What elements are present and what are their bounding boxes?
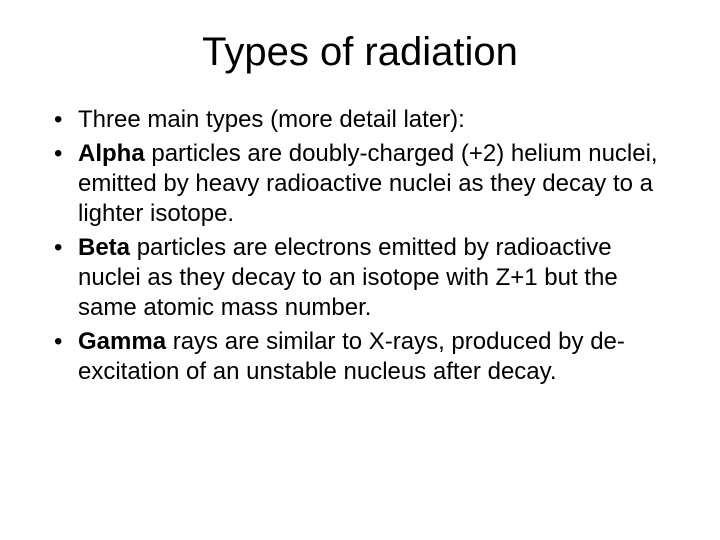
bullet-list: Three main types (more detail later): Al… xyxy=(50,105,680,387)
bullet-text: particles are electrons emitted by radio… xyxy=(78,234,618,321)
bullet-text: particles are doubly-charged (+2) helium… xyxy=(78,140,658,227)
bullet-bold: Alpha xyxy=(78,140,145,167)
slide-title: Types of radiation xyxy=(40,30,680,75)
bullet-bold: Beta xyxy=(78,234,130,261)
slide: Types of radiation Three main types (mor… xyxy=(0,0,720,540)
bullet-bold: Gamma xyxy=(78,328,166,355)
list-item: Beta particles are electrons emitted by … xyxy=(50,233,680,323)
list-item: Three main types (more detail later): xyxy=(50,105,680,135)
list-item: Gamma rays are similar to X-rays, produc… xyxy=(50,327,680,387)
bullet-text: Three main types (more detail later): xyxy=(78,106,465,133)
list-item: Alpha particles are doubly-charged (+2) … xyxy=(50,139,680,229)
